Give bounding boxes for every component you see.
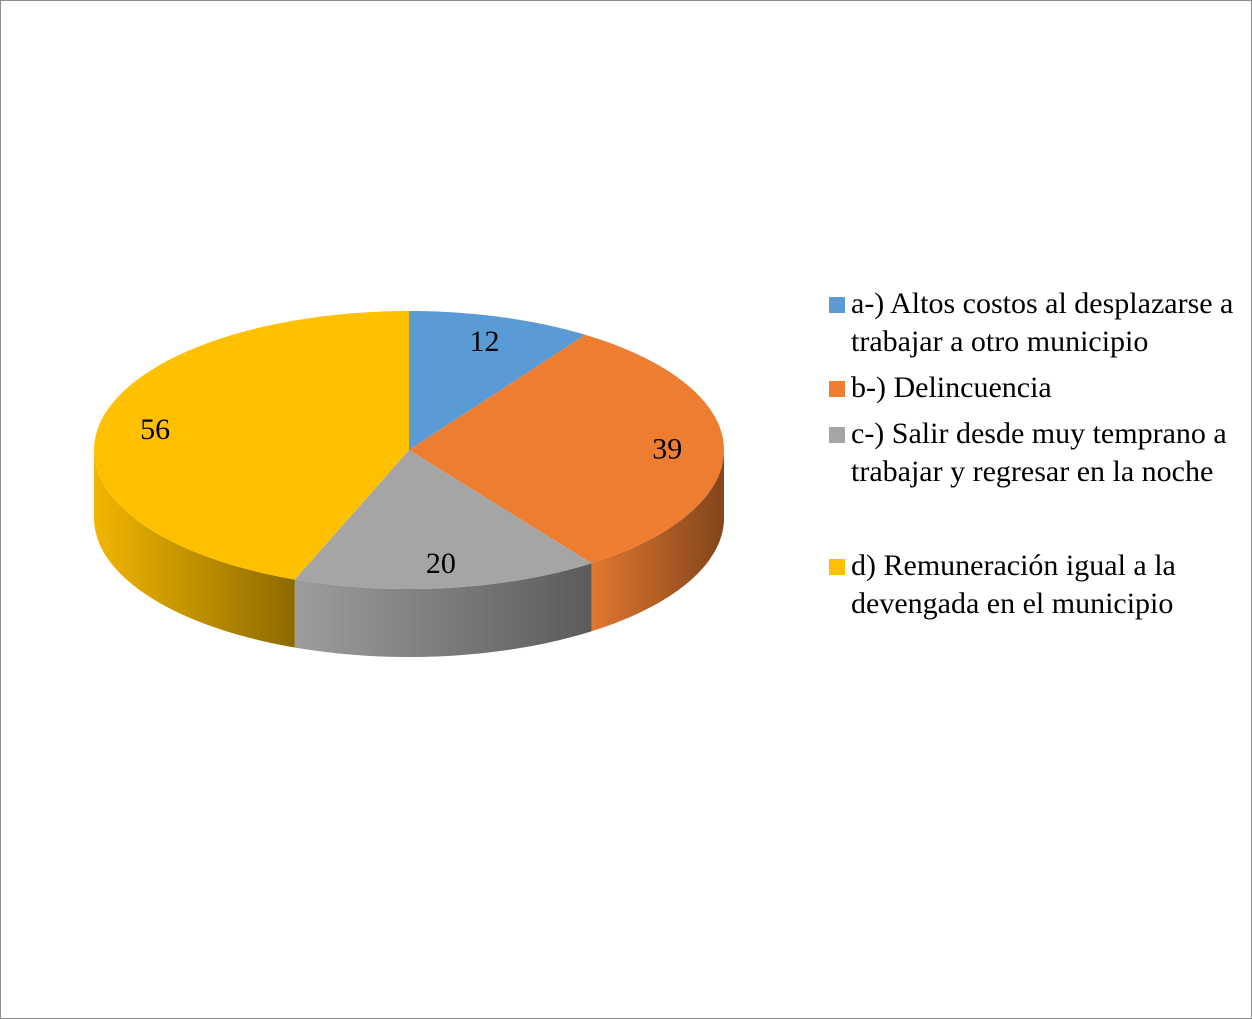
- pie-top: [94, 311, 724, 589]
- legend-label: c-) Salir desde muy temprano a trabajar …: [851, 417, 1227, 488]
- legend-swatch: [829, 297, 845, 313]
- pie-slice-side: [94, 450, 295, 648]
- legend-label: d) Remuneración igual a la devengada en …: [851, 549, 1176, 620]
- legend-item: c-) Salir desde muy temprano a trabajar …: [829, 415, 1249, 491]
- pie-slice: [409, 311, 586, 450]
- legend-item: a-) Altos costos al desplazarse a trabaj…: [829, 285, 1249, 361]
- legend-swatch: [829, 381, 845, 397]
- pie-slice: [409, 334, 724, 564]
- pie-sides: [94, 450, 724, 657]
- legend-item: d) Remuneración igual a la devengada en …: [829, 547, 1249, 623]
- data-label: 12: [470, 325, 500, 358]
- legend-label: b-) Delincuencia: [851, 371, 1052, 404]
- legend: a-) Altos costos al desplazarse a trabaj…: [829, 285, 1249, 631]
- pie-slice-side: [591, 450, 724, 632]
- data-label: 39: [652, 433, 682, 466]
- legend-item: b-) Delincuencia: [829, 369, 1249, 407]
- pie-slice: [294, 450, 592, 589]
- legend-label: a-) Altos costos al desplazarse a trabaj…: [851, 287, 1234, 358]
- legend-swatch: [829, 427, 845, 443]
- legend-swatch: [829, 559, 845, 575]
- data-label: 20: [426, 547, 456, 580]
- data-label: 56: [140, 413, 170, 446]
- pie-labels: 12 39 20 56: [140, 325, 682, 580]
- pie-slice-side: [294, 563, 592, 657]
- pie-slice: [94, 311, 409, 580]
